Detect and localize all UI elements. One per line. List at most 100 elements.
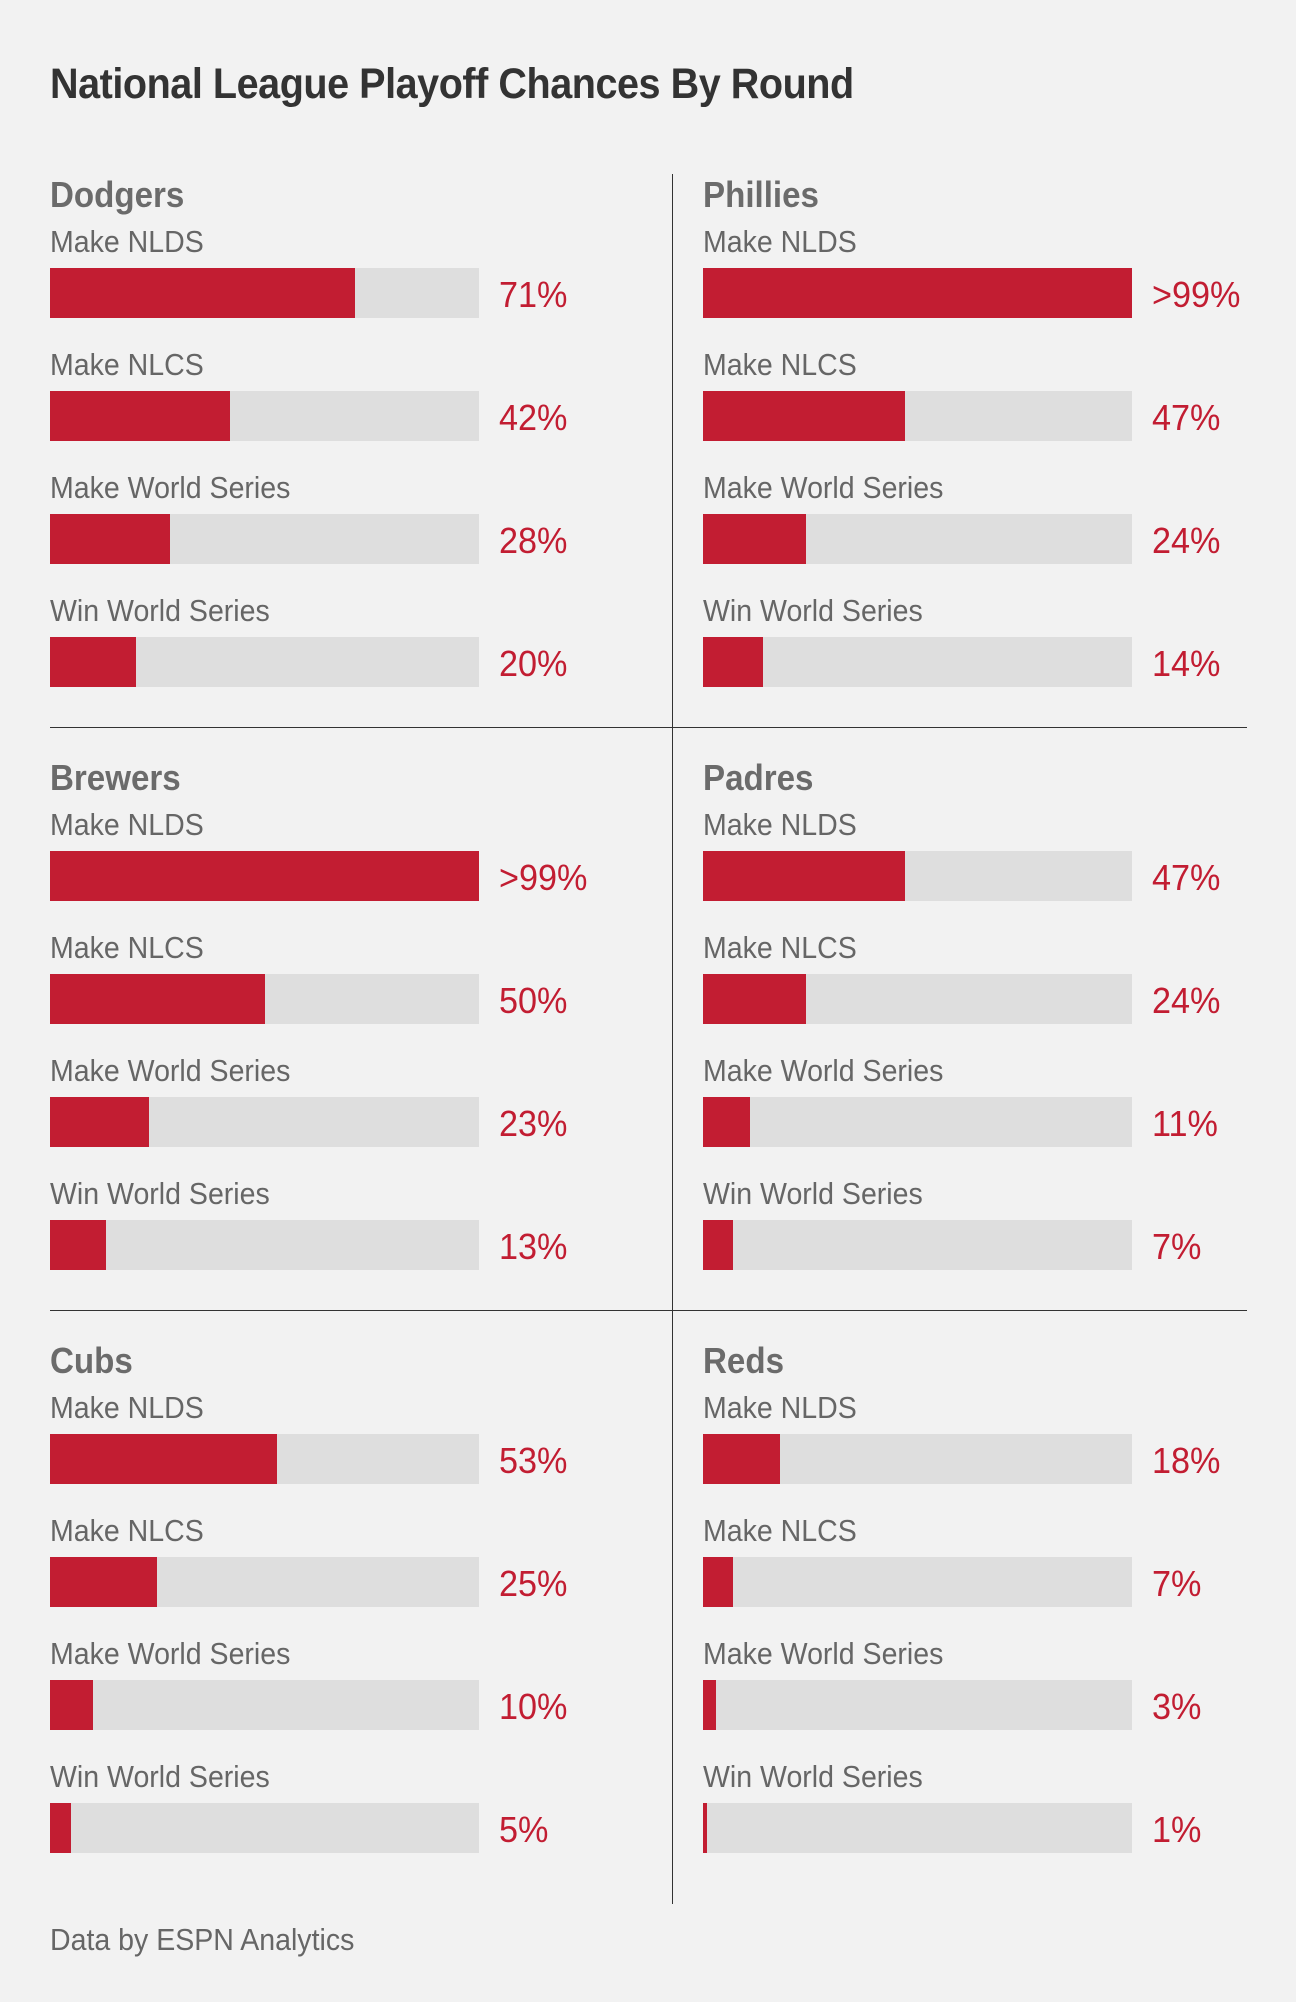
round-label: Make NLCS (50, 347, 204, 382)
bar-track (50, 268, 479, 318)
horizontal-divider (50, 727, 1247, 728)
round-row: Win World Series 7% (703, 1176, 1296, 1286)
team-panel-brewers: Brewers Make NLDS >99% Make NLCS 50% Make Wor… (50, 757, 650, 1317)
value-label: 53% (499, 1440, 568, 1481)
round-row: Make NLCS 25% (50, 1513, 650, 1623)
round-row: Make World Series 24% (703, 470, 1296, 580)
round-row: Make World Series 11% (703, 1053, 1296, 1163)
round-row: Make NLDS 71% (50, 224, 650, 334)
team-panel-reds: Reds Make NLDS 18% Make NLCS 7% Make World Se… (703, 1340, 1296, 1900)
bar-track (703, 1220, 1132, 1270)
round-row: Make World Series 10% (50, 1636, 650, 1746)
bar-fill (703, 514, 806, 564)
value-label: >99% (499, 857, 588, 898)
value-label: 47% (1152, 857, 1221, 898)
bar-track (50, 1434, 479, 1484)
value-label: 7% (1152, 1563, 1202, 1604)
round-label: Make World Series (703, 1636, 944, 1671)
round-label: Win World Series (50, 1176, 270, 1211)
round-row: Make NLCS 42% (50, 347, 650, 457)
bar-track (50, 637, 479, 687)
value-label: 13% (499, 1226, 568, 1267)
round-label: Make World Series (50, 1053, 291, 1088)
bar-track (50, 1557, 479, 1607)
round-label: Win World Series (50, 1759, 270, 1794)
bar-fill (703, 1557, 733, 1607)
team-name: Phillies (703, 174, 819, 215)
bar-fill (50, 514, 170, 564)
bar-track (50, 1097, 479, 1147)
bar-track (50, 514, 479, 564)
round-label: Make NLDS (703, 807, 857, 842)
round-row: Win World Series 1% (703, 1759, 1296, 1869)
bar-fill (703, 268, 1132, 318)
round-row: Win World Series 14% (703, 593, 1296, 703)
value-label: 7% (1152, 1226, 1202, 1267)
value-label: 42% (499, 397, 568, 438)
round-label: Make NLDS (50, 1390, 204, 1425)
bar-fill (703, 1220, 733, 1270)
round-label: Win World Series (703, 1176, 923, 1211)
bar-fill (50, 1434, 277, 1484)
bar-fill (50, 391, 230, 441)
value-label: 23% (499, 1103, 568, 1144)
bar-fill (703, 974, 806, 1024)
team-name: Reds (703, 1340, 784, 1381)
bar-fill (50, 1097, 149, 1147)
bar-track (703, 974, 1132, 1024)
team-panel-phillies: Phillies Make NLDS >99% Make NLCS 47% Make Wo… (703, 174, 1296, 734)
bar-fill (50, 637, 136, 687)
round-label: Make NLCS (703, 930, 857, 965)
bar-track (703, 1434, 1132, 1484)
round-label: Make World Series (703, 470, 944, 505)
round-row: Make NLCS 7% (703, 1513, 1296, 1623)
round-row: Win World Series 20% (50, 593, 650, 703)
bar-track (703, 637, 1132, 687)
bar-track (50, 1220, 479, 1270)
bar-track (703, 1680, 1132, 1730)
bar-fill (50, 1680, 93, 1730)
round-label: Win World Series (703, 1759, 923, 1794)
value-label: 3% (1152, 1686, 1202, 1727)
round-row: Make NLCS 24% (703, 930, 1296, 1040)
bar-track (703, 514, 1132, 564)
round-label: Make NLDS (50, 224, 204, 259)
team-name: Brewers (50, 757, 181, 798)
value-label: 18% (1152, 1440, 1221, 1481)
bar-fill (50, 1557, 157, 1607)
round-label: Make NLCS (50, 930, 204, 965)
round-row: Make World Series 3% (703, 1636, 1296, 1746)
value-label: >99% (1152, 274, 1241, 315)
bar-fill (703, 1434, 780, 1484)
bar-fill (50, 851, 479, 901)
round-label: Win World Series (50, 593, 270, 628)
bar-track (50, 851, 479, 901)
team-name: Cubs (50, 1340, 133, 1381)
round-label: Win World Series (703, 593, 923, 628)
bar-fill (703, 637, 763, 687)
bar-track (703, 268, 1132, 318)
bar-track (703, 391, 1132, 441)
bar-track (50, 1803, 479, 1853)
bar-track (703, 1097, 1132, 1147)
round-row: Win World Series 13% (50, 1176, 650, 1286)
bar-track (50, 1680, 479, 1730)
value-label: 20% (499, 643, 568, 684)
round-row: Make NLCS 50% (50, 930, 650, 1040)
value-label: 11% (1152, 1103, 1218, 1144)
value-label: 24% (1152, 980, 1221, 1021)
round-label: Make NLCS (50, 1513, 204, 1548)
bar-fill (703, 1097, 750, 1147)
bar-track (703, 1557, 1132, 1607)
round-row: Make World Series 23% (50, 1053, 650, 1163)
round-label: Make World Series (703, 1053, 944, 1088)
round-row: Make NLDS >99% (703, 224, 1296, 334)
value-label: 47% (1152, 397, 1221, 438)
round-row: Win World Series 5% (50, 1759, 650, 1869)
bar-fill (50, 1220, 106, 1270)
team-panel-cubs: Cubs Make NLDS 53% Make NLCS 25% Make World S… (50, 1340, 650, 1900)
team-name: Dodgers (50, 174, 185, 215)
round-row: Make NLDS 18% (703, 1390, 1296, 1500)
value-label: 71% (499, 274, 568, 315)
value-label: 14% (1152, 643, 1221, 684)
